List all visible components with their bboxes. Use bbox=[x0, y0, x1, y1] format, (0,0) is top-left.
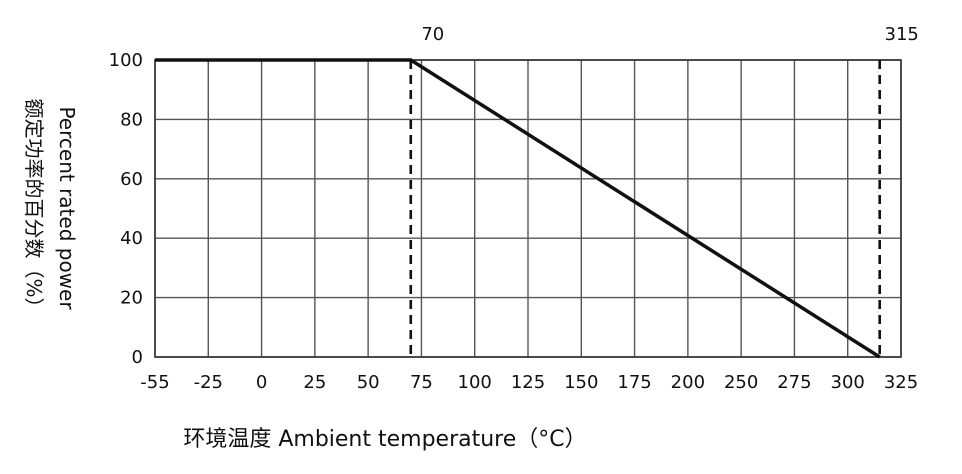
grid bbox=[154, 59, 902, 358]
marker-label: 315 bbox=[885, 24, 919, 45]
x-tick-label: 25 bbox=[303, 372, 326, 393]
plot-frame bbox=[154, 59, 902, 358]
x-tick-labels: -55 -25 0 25 50 75 100 125 150 175 200 250 275 300 325 bbox=[140, 372, 918, 393]
y-axis-label-en: Percent rated power bbox=[55, 106, 79, 310]
x-tick-label: 250 bbox=[724, 372, 758, 393]
x-tick-label: 175 bbox=[617, 372, 651, 393]
plot-border bbox=[154, 59, 902, 358]
x-tick-label: -55 bbox=[140, 372, 169, 393]
x-tick-label: 75 bbox=[410, 372, 433, 393]
y-tick-label: 40 bbox=[120, 228, 143, 249]
x-tick-label: 125 bbox=[511, 372, 545, 393]
x-tick-label: 275 bbox=[777, 372, 811, 393]
y-tick-label: 20 bbox=[120, 288, 143, 309]
y-tick-label: 60 bbox=[120, 169, 143, 190]
y-tick-labels: 0 20 40 60 80 100 bbox=[109, 50, 143, 368]
y-tick-label: 80 bbox=[120, 109, 143, 130]
x-tick-label: 200 bbox=[671, 372, 705, 393]
marker-label: 70 bbox=[421, 24, 444, 45]
series-layer bbox=[155, 58, 881, 359]
x-tick-label: 50 bbox=[357, 372, 380, 393]
x-tick-label: 325 bbox=[884, 372, 918, 393]
x-tick-label: -25 bbox=[194, 372, 223, 393]
y-axis-label-cn: 额定功率的百分数（%） bbox=[22, 98, 46, 317]
y-tick-label: 100 bbox=[109, 50, 143, 71]
y-tick-label: 0 bbox=[132, 347, 143, 368]
marker-layer: 70 315 bbox=[409, 24, 919, 357]
derating-curve bbox=[155, 58, 881, 359]
x-tick-label: 100 bbox=[458, 372, 492, 393]
x-tick-label: 0 bbox=[256, 372, 267, 393]
x-tick-label: 300 bbox=[831, 372, 865, 393]
x-tick-label: 150 bbox=[564, 372, 598, 393]
x-axis-label: 环境温度 Ambient temperature（°C） bbox=[183, 427, 586, 452]
